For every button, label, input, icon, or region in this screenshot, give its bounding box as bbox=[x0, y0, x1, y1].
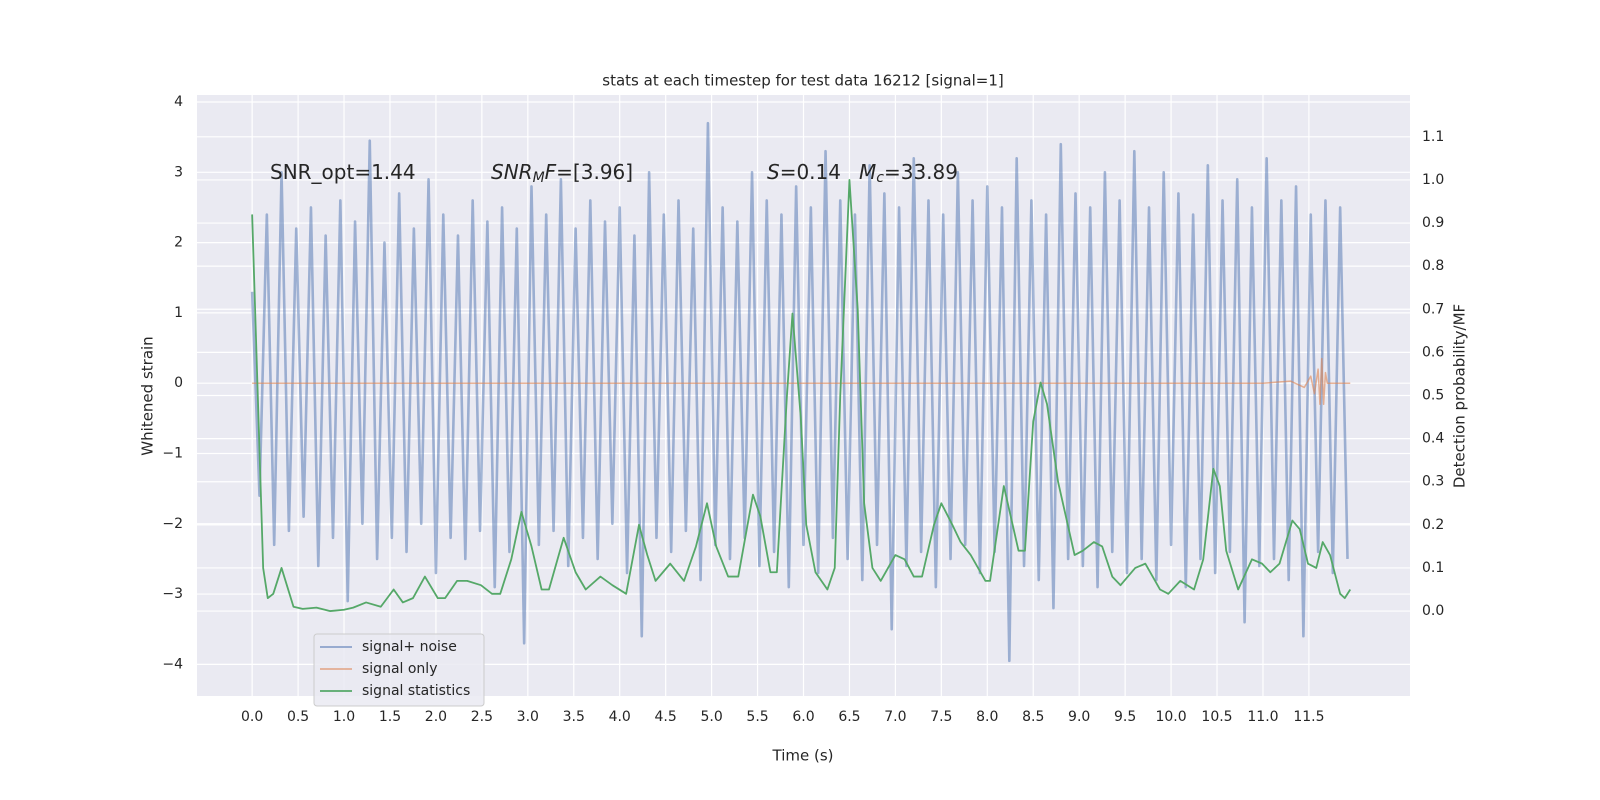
x-tick-label: 7.0 bbox=[884, 709, 906, 725]
annotation: SNRMF=[3.96] bbox=[491, 160, 633, 187]
x-tick-label: 2.5 bbox=[471, 709, 493, 725]
x-tick-label: 4.0 bbox=[609, 709, 631, 725]
y-tick-label: −1 bbox=[162, 445, 183, 461]
annotation-part: c bbox=[876, 170, 884, 186]
x-tick-label: 1.0 bbox=[333, 709, 355, 725]
annotation-part: F bbox=[545, 160, 557, 184]
legend-label: signal statistics bbox=[362, 683, 470, 699]
y2-tick-label: 0.4 bbox=[1422, 431, 1444, 447]
y-tick-label: −2 bbox=[162, 516, 183, 532]
y2-tick-label: 0.7 bbox=[1422, 301, 1444, 317]
x-tick-label: 8.5 bbox=[1022, 709, 1044, 725]
annotation-part: =33.89 bbox=[884, 160, 958, 184]
x-tick-label: 5.0 bbox=[700, 709, 722, 725]
y-axis-label: Whitened strain bbox=[139, 336, 157, 455]
x-tick-label: 10.0 bbox=[1155, 709, 1186, 725]
y2-tick-label: 0.3 bbox=[1422, 474, 1444, 490]
x-tick-label: 10.5 bbox=[1201, 709, 1232, 725]
y-tick-label: −4 bbox=[162, 656, 183, 672]
y-tick-label: 4 bbox=[174, 94, 183, 110]
x-tick-label: 0.0 bbox=[241, 709, 263, 725]
series-line bbox=[252, 357, 1351, 406]
y2-tick-label: 0.5 bbox=[1422, 388, 1444, 404]
y2-tick-label: 0.2 bbox=[1422, 517, 1444, 533]
series-line bbox=[250, 121, 1349, 663]
x-tick-label: 2.0 bbox=[425, 709, 447, 725]
x-tick-label: 5.5 bbox=[746, 709, 768, 725]
annotation-part: S bbox=[767, 160, 780, 184]
x-tick-label: 1.5 bbox=[379, 709, 401, 725]
y-tick-label: 0 bbox=[174, 375, 183, 391]
x-tick-label: 3.5 bbox=[563, 709, 585, 725]
annotation-part: SNR bbox=[491, 160, 533, 184]
x-tick-label: 6.0 bbox=[792, 709, 814, 725]
x-tick-label: 0.5 bbox=[287, 709, 309, 725]
x-axis-label: Time (s) bbox=[772, 747, 834, 765]
x-tick-label: 9.5 bbox=[1114, 709, 1136, 725]
x-tick-label: 4.5 bbox=[655, 709, 677, 725]
x-tick-label: 11.0 bbox=[1247, 709, 1278, 725]
x-tick-label: 11.5 bbox=[1293, 709, 1324, 725]
labels: stats at each timestep for test data 162… bbox=[139, 72, 1469, 765]
y-tick-label: −3 bbox=[162, 586, 183, 602]
y2-tick-label: 0.8 bbox=[1422, 258, 1444, 274]
annotation: S=0.14 bbox=[767, 160, 841, 184]
annotation: SNR_opt=1.44 bbox=[270, 160, 416, 184]
lines bbox=[250, 121, 1352, 663]
x-tick-label: 3.0 bbox=[517, 709, 539, 725]
legend-label: signal only bbox=[362, 661, 437, 677]
annotation-part: SNR_opt=1.44 bbox=[270, 160, 416, 184]
annotation: Mc=33.89 bbox=[859, 160, 958, 187]
y2-tick-label: 0.9 bbox=[1422, 215, 1444, 231]
annotation-part: M bbox=[533, 170, 545, 186]
y2-tick-label: 1.1 bbox=[1422, 129, 1444, 145]
annotation-part: =[3.96] bbox=[556, 160, 633, 184]
x-tick-label: 6.5 bbox=[838, 709, 860, 725]
x-tick-label: 8.0 bbox=[976, 709, 998, 725]
y-tick-label: 1 bbox=[174, 305, 183, 321]
legend: signal+ noise signal only signal statistic… bbox=[313, 633, 485, 707]
y2-tick-label: 0.0 bbox=[1422, 603, 1444, 619]
y2-tick-label: 0.6 bbox=[1422, 344, 1444, 360]
legend-label: signal+ noise bbox=[362, 639, 457, 655]
annotation-part: M bbox=[859, 160, 876, 184]
annotation-part: =0.14 bbox=[780, 160, 841, 184]
y2-tick-label: 1.0 bbox=[1422, 172, 1444, 188]
y-tick-label: 3 bbox=[174, 164, 183, 180]
series-line bbox=[251, 179, 1352, 612]
y2-axis-label: Detection probability/MF bbox=[1451, 304, 1469, 488]
x-tick-label: 9.0 bbox=[1068, 709, 1090, 725]
y2-tick-label: 0.1 bbox=[1422, 560, 1444, 576]
chart-title: stats at each timestep for test data 162… bbox=[602, 72, 1003, 90]
legend-box bbox=[313, 633, 485, 707]
x-tick-label: 7.5 bbox=[930, 709, 952, 725]
y-tick-label: 2 bbox=[174, 235, 183, 251]
